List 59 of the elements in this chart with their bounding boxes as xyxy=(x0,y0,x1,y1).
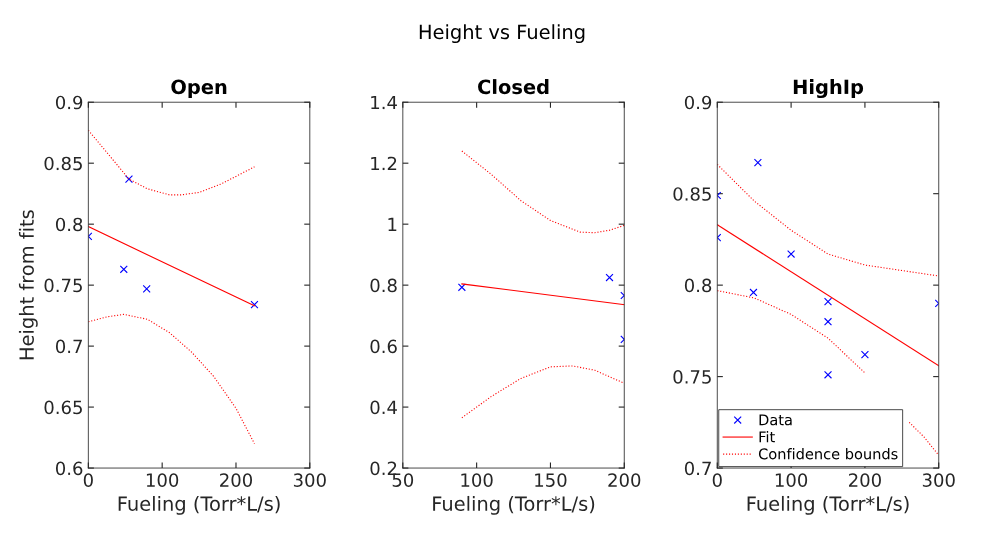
x-axis-title: Fueling (Torr*L/s) xyxy=(118,495,280,515)
y-tick-label: 0.8 xyxy=(370,278,397,293)
point xyxy=(749,288,758,297)
text: Height vs Fueling xyxy=(419,24,585,44)
x-tick-label: 0 xyxy=(83,473,93,487)
x-tick-label: 300 xyxy=(293,473,326,487)
x-tick-label: 200 xyxy=(608,473,641,487)
x-tick-label: 100 xyxy=(461,473,493,487)
y-tick-label: 0.6 xyxy=(370,339,397,354)
y-tick-label: 0.85 xyxy=(673,187,711,201)
line-series xyxy=(461,150,625,234)
legend-label: Fit xyxy=(759,431,775,443)
line-series xyxy=(88,313,255,445)
line-series xyxy=(717,163,939,277)
x-tick-label: 100 xyxy=(146,473,179,487)
point xyxy=(753,158,762,167)
point xyxy=(119,265,128,274)
x-tick-label: 0 xyxy=(712,473,722,487)
y-tick-label: 0.6 xyxy=(55,461,83,476)
chart-title: Open xyxy=(171,79,227,98)
x-tick-label: 100 xyxy=(775,473,808,487)
y-tick-label: 1.2 xyxy=(371,156,397,171)
y-tick-label: 0.8 xyxy=(684,278,712,293)
y-tick-label: 0.75 xyxy=(673,370,711,384)
line-series xyxy=(461,365,625,419)
x-tick-label: 150 xyxy=(535,473,567,487)
point xyxy=(142,284,151,293)
point xyxy=(860,350,869,359)
x-tick-label: 50 xyxy=(392,473,414,487)
point xyxy=(823,370,833,379)
x-axis-title: Fueling (Torr*L/s) xyxy=(747,495,909,515)
chart-title: Closed xyxy=(478,79,549,95)
point xyxy=(124,175,133,184)
point xyxy=(250,300,259,309)
y-tick-label: 0.75 xyxy=(44,278,82,293)
y-tick-label: 0.65 xyxy=(44,400,82,415)
point xyxy=(823,297,833,306)
y-axis-title: Height from fits xyxy=(18,210,38,360)
x-tick-label: 200 xyxy=(849,473,881,487)
line-series xyxy=(88,129,255,196)
y-tick-label: 1 xyxy=(388,217,397,232)
legend-label: Data xyxy=(759,414,792,426)
y-tick-label: 0.85 xyxy=(44,156,82,171)
y-tick-label: 0.7 xyxy=(684,461,711,476)
y-tick-label: 0.9 xyxy=(55,95,83,110)
y-tick-label: 0.9 xyxy=(684,95,712,110)
y-tick-label: 0.8 xyxy=(55,217,83,232)
x-tick-label: 200 xyxy=(220,473,253,487)
legend-label: Confidence bounds xyxy=(758,448,898,460)
x-axis-title: Fueling (Torr*L/s) xyxy=(433,495,595,515)
y-tick-label: 0.4 xyxy=(370,400,397,415)
y-tick-label: 0.7 xyxy=(55,339,82,354)
y-tick-label: 1.4 xyxy=(371,95,397,110)
point xyxy=(823,317,833,326)
x-tick-label: 300 xyxy=(922,473,955,487)
point xyxy=(787,250,796,259)
point xyxy=(605,273,614,282)
point xyxy=(457,283,466,292)
chart-title: HighIp xyxy=(793,79,864,99)
